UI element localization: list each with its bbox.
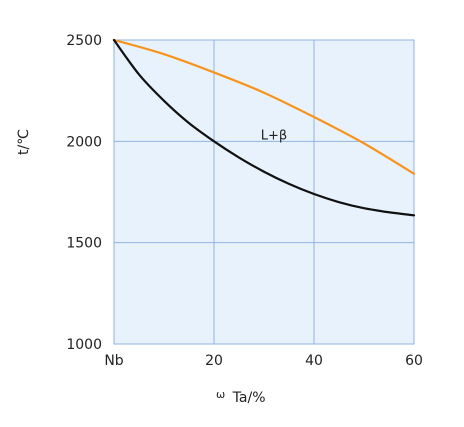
grid-lines	[114, 40, 414, 344]
x-tick-label: 20	[205, 353, 223, 369]
y-tick-labels: 1000 1500 2000 2500	[66, 33, 102, 353]
x-axis-label-prefix: ω	[216, 388, 225, 401]
x-tick-label: 60	[405, 353, 423, 369]
series-line-1	[112, 38, 416, 175]
x-tick-label: Nb	[104, 353, 123, 369]
plot-area	[113, 39, 415, 345]
x-axis-label: ω Ta/%	[216, 386, 266, 406]
annotations: L+β	[261, 128, 287, 143]
x-tick-label: 40	[305, 353, 323, 369]
y-tick-label: 1500	[66, 236, 102, 252]
y-tick-label: 2500	[66, 33, 102, 49]
phase-region-label: L+β	[261, 128, 287, 143]
x-tick-labels: Nb 20 40 60	[104, 353, 423, 369]
x-axis-label-text: Ta/%	[232, 390, 266, 406]
y-tick-label: 2000	[66, 134, 102, 150]
series-line-2	[112, 38, 416, 217]
y-axis-label: t/℃	[16, 129, 32, 155]
series-group	[112, 38, 416, 217]
y-tick-label: 1000	[66, 337, 102, 353]
